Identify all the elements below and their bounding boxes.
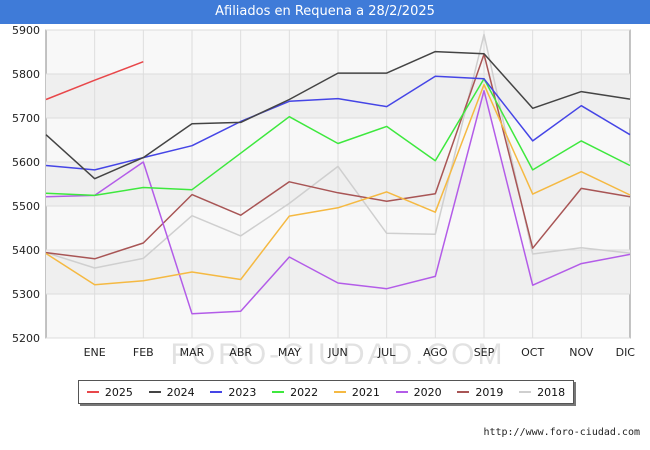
chart-title: Afiliados en Requena a 28/2/2025 — [0, 0, 650, 24]
legend-swatch — [457, 391, 470, 393]
legend-swatch — [272, 391, 285, 393]
x-tick-label: AGO — [423, 346, 448, 359]
y-tick-label: 5200 — [12, 332, 40, 345]
y-axis: 5200 5300 5400 5500 5600 5700 5800 5900 — [12, 24, 40, 345]
legend-item-2018: 2018 — [519, 386, 565, 399]
legend-swatch — [395, 391, 408, 393]
y-tick-label: 5700 — [12, 112, 40, 125]
x-tick-label: MAR — [180, 346, 205, 359]
series-line-2024 — [45, 50, 631, 180]
series-lines — [45, 33, 631, 315]
x-tick-label: JUL — [377, 346, 396, 359]
legend-label: 2024 — [166, 385, 195, 399]
x-tick-label: ABR — [229, 346, 252, 359]
series-line-2025 — [45, 60, 144, 101]
legend-label: 2019 — [475, 385, 504, 399]
legend-item-2024: 2024 — [148, 385, 195, 399]
legend-item-2025: 2025 — [86, 385, 133, 399]
x-tick-label: DIC — [616, 346, 636, 359]
legend-swatch — [210, 391, 223, 393]
grid-lines — [46, 29, 630, 339]
x-axis: ENE FEB MAR ABR MAY JUN JUL AGO SEP OCT NOV DIC — [84, 346, 636, 359]
legend-label: 2022 — [290, 385, 319, 399]
y-tick-label: 5900 — [12, 24, 40, 37]
legend-label: 2025 — [104, 385, 133, 399]
legend-label: 2018 — [537, 385, 566, 399]
legend-swatch — [333, 391, 346, 393]
watermark: FORO-CIUDAD.COM — [171, 338, 506, 371]
legend-item-2019: 2019 — [457, 386, 503, 399]
x-tick-label: FEB — [133, 346, 154, 359]
y-tick-label: 5300 — [12, 288, 40, 301]
y-tick-label: 5500 — [12, 200, 40, 213]
legend-item-2022: 2022 — [272, 386, 318, 399]
legend-item-2020: 2020 — [395, 385, 442, 399]
y-tick-label: 5800 — [12, 68, 40, 81]
y-tick-label: 5600 — [12, 156, 40, 169]
series-line-2019 — [45, 53, 631, 260]
legend-swatch — [519, 391, 532, 393]
legend: 2025 2024 2023 2022 2021 2020 2019 2018 — [78, 380, 574, 404]
series-line-2022 — [45, 78, 631, 197]
legend-label: 2021 — [351, 385, 380, 399]
x-tick-label: MAY — [278, 346, 301, 359]
legend-label: 2020 — [413, 385, 442, 399]
x-tick-label: ENE — [84, 346, 106, 359]
line-chart: FORO-CIUDAD.COM 5200 5300 5400 5500 5600 5700… — [12, 24, 636, 371]
x-tick-label: OCT — [521, 346, 544, 359]
legend-swatch — [86, 391, 99, 393]
legend-item-2021: 2021 — [333, 385, 380, 399]
series-line-2021 — [45, 83, 631, 286]
series-line-2018 — [45, 33, 631, 269]
x-tick-label: NOV — [569, 346, 594, 359]
y-tick-label: 5400 — [12, 244, 40, 257]
legend-label: 2023 — [228, 385, 257, 399]
x-tick-label: SEP — [474, 346, 495, 359]
legend-swatch — [148, 391, 161, 393]
legend-item-2023: 2023 — [210, 386, 256, 399]
source-url[interactable]: http://www.foro-ciudad.com — [483, 427, 640, 438]
series-line-2020 — [45, 89, 631, 315]
x-tick-label: JUN — [327, 346, 348, 359]
